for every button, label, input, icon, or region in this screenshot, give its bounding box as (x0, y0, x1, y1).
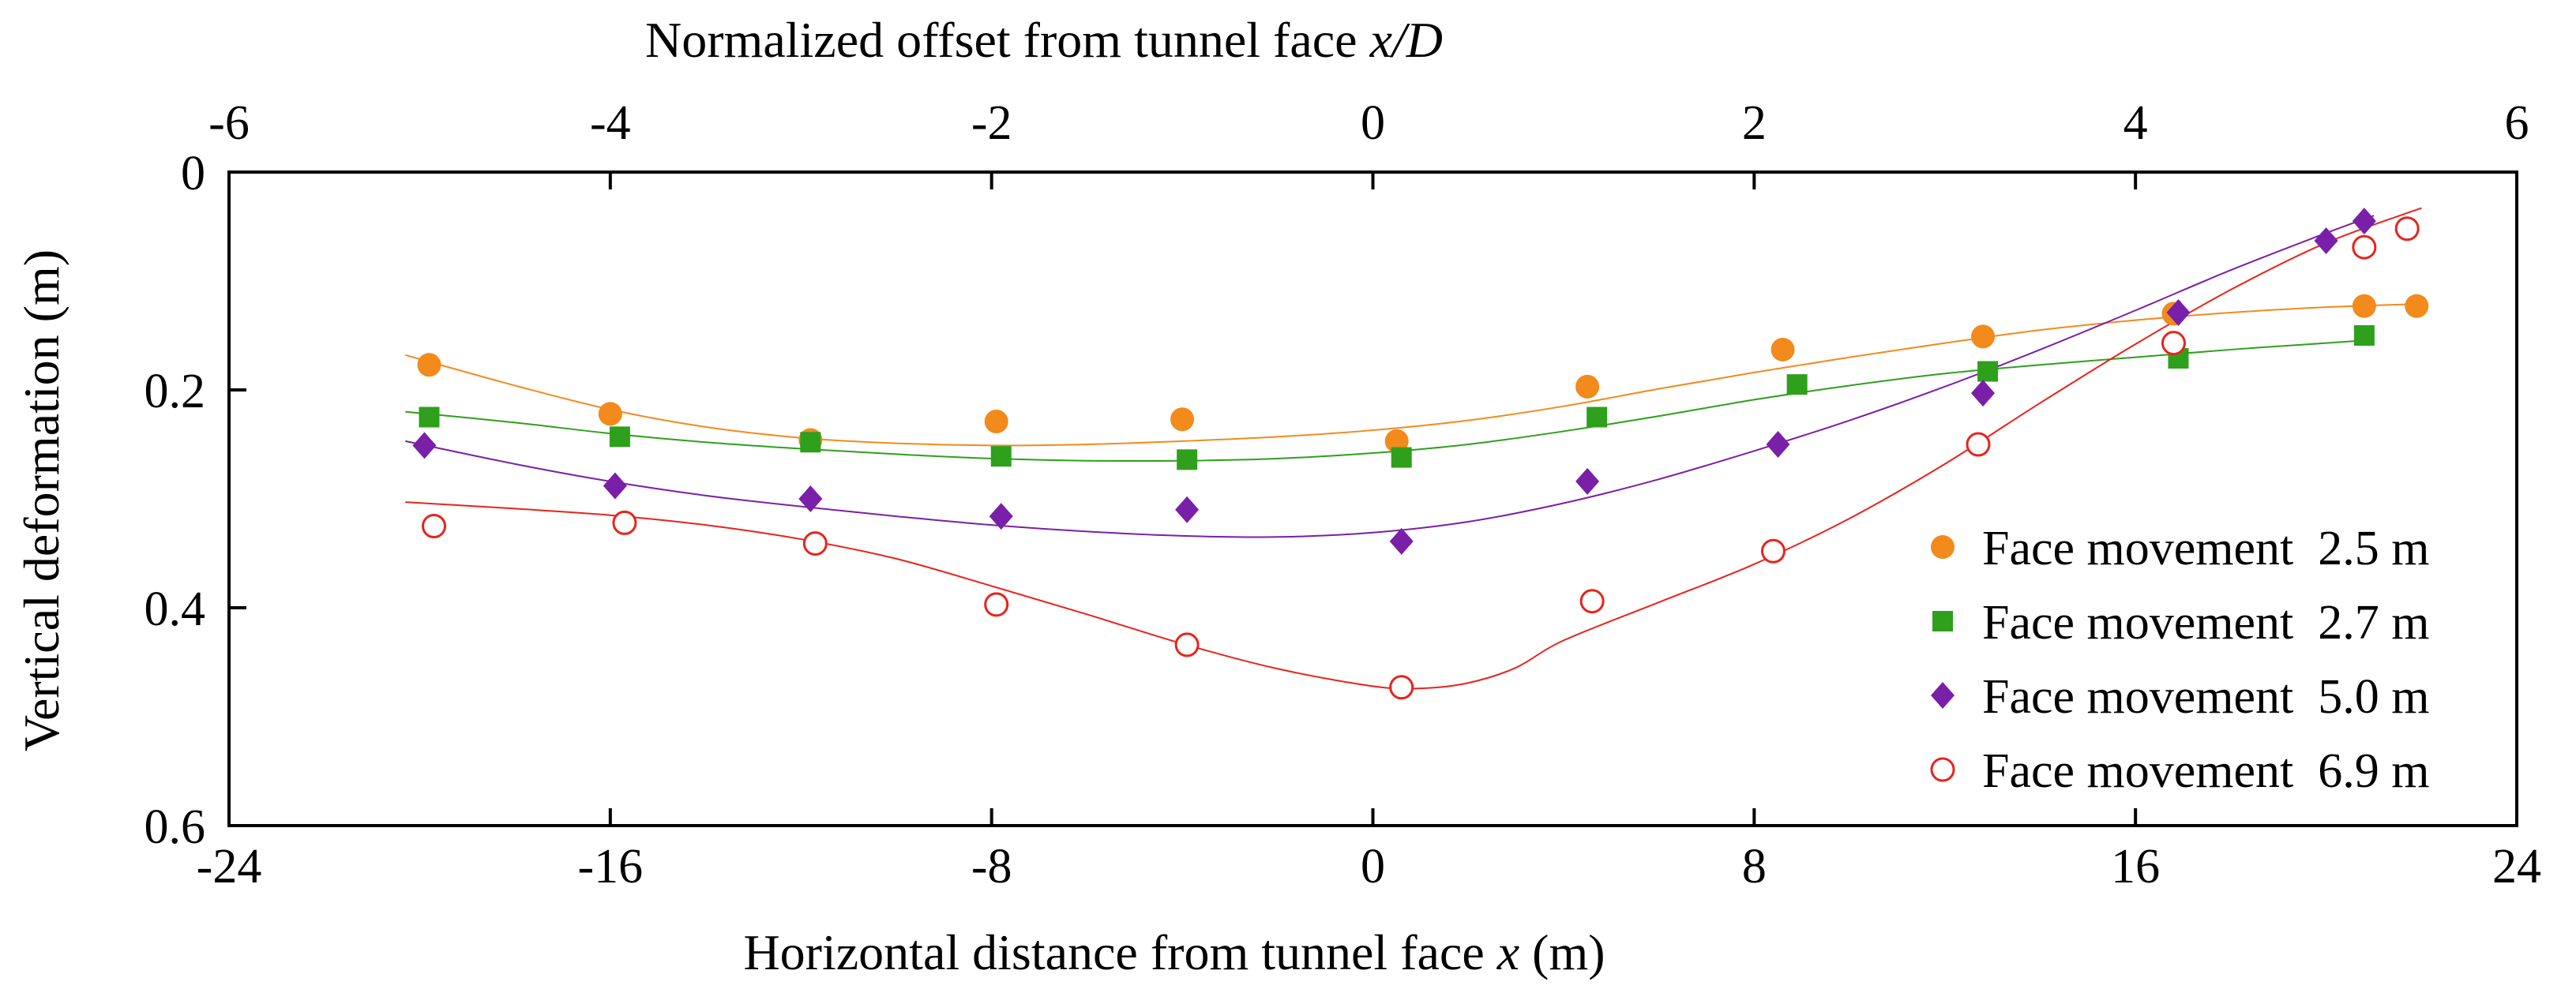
data-point-series-3 (1389, 527, 1414, 555)
data-point-series-4 (1760, 538, 1786, 564)
data-point-series-4 (1579, 589, 1605, 614)
data-point-series-1 (1771, 337, 1795, 362)
x2-axis-title: Normalized offset from tunnel face x/D (645, 12, 1443, 68)
data-point-series-3 (1575, 467, 1600, 495)
x2-tick-label: 6 (2505, 96, 2529, 150)
y-axis: 0 0.2 0.4 0.6 (145, 147, 246, 854)
data-point-series-2 (2353, 325, 2375, 346)
x2-tick-label: 0 (1361, 96, 1385, 150)
fit-curve-series-1 (405, 302, 2422, 447)
data-point-series-3 (798, 485, 823, 512)
data-point-series-3 (603, 472, 627, 500)
legend-label-series-2: Face movement 2.7 m (1982, 596, 2429, 650)
data-point-series-1 (984, 410, 1008, 434)
y-tick-label: 0.4 (145, 583, 206, 636)
data-point-series-2 (1587, 406, 1608, 428)
data-point-series-2 (800, 432, 821, 453)
data-point-series-3 (2166, 299, 2191, 327)
data-point-series-3 (1175, 496, 1200, 523)
x-tick-label: 24 (2492, 840, 2541, 893)
data-point-series-3 (412, 432, 437, 459)
x-axis-title: Horizontal distance from tunnel face x (… (743, 924, 1605, 980)
x-tick-label: 0 (1361, 840, 1385, 893)
legend: Face movement 2.5 m Face movement 2.7 m Fa… (1930, 522, 2429, 798)
legend-marker-series-2 (1932, 611, 1953, 631)
bottom-x-axis: -24 -16 -8 0 8 16 24 (197, 808, 2541, 893)
data-point-series-2 (990, 446, 1012, 467)
data-point-series-1 (417, 353, 441, 377)
data-point-series-2 (419, 406, 440, 428)
legend-marker-series-3 (1931, 682, 1955, 709)
x2-tick-label: 4 (2124, 96, 2148, 150)
data-point-series-1 (1575, 374, 1600, 399)
x-tick-label: 16 (2111, 840, 2160, 893)
y-tick-label: 0 (181, 147, 205, 200)
data-point-series-2 (1177, 449, 1198, 470)
data-point-series-2 (609, 426, 630, 448)
data-point-series-3 (2314, 227, 2338, 254)
top-x-axis: -6 -4 -2 0 2 4 6 (208, 96, 2529, 189)
data-point-series-3 (1766, 431, 1790, 458)
data-point-series-4 (984, 592, 1009, 617)
fit-curve-series-4 (405, 207, 2422, 690)
x-tick-label: -8 (971, 840, 1012, 893)
data-point-series-2 (1391, 447, 1412, 468)
x-tick-label: 8 (1742, 840, 1767, 893)
x2-tick-label: -6 (208, 96, 250, 150)
data-markers (412, 208, 2429, 700)
data-point-series-4 (1389, 675, 1414, 700)
fit-curves (405, 207, 2422, 690)
data-point-series-4 (2161, 331, 2186, 356)
data-point-series-3 (2352, 208, 2376, 235)
x2-tick-label: 2 (1742, 96, 1767, 150)
data-point-series-1 (1170, 407, 1195, 432)
x-tick-label: -24 (197, 840, 262, 893)
legend-marker-series-1 (1931, 535, 1955, 559)
y-tick-label: 0.6 (145, 800, 206, 854)
fit-curve-series-2 (405, 339, 2375, 463)
x2-tick-label: -4 (590, 96, 631, 150)
data-point-series-1 (2352, 294, 2376, 318)
legend-label-series-4: Face movement 6.9 m (1982, 744, 2429, 798)
y-axis-title: Vertical deformation (m) (13, 249, 69, 751)
data-point-series-2 (1786, 374, 1808, 395)
legend-marker-series-4 (1930, 757, 1955, 782)
data-point-series-3 (1971, 380, 1996, 407)
legend-label-series-1: Face movement 2.5 m (1982, 522, 2429, 575)
data-point-series-4 (802, 531, 828, 556)
legend-label-series-3: Face movement 5.0 m (1982, 670, 2429, 724)
data-point-series-4 (422, 514, 447, 538)
data-point-series-1 (1384, 429, 1409, 453)
data-point-series-4 (2352, 234, 2377, 260)
data-point-series-3 (989, 503, 1013, 530)
data-point-series-1 (2405, 294, 2429, 318)
data-point-series-1 (598, 402, 622, 426)
x2-tick-label: -2 (971, 96, 1012, 150)
fit-curve-series-3 (405, 215, 2375, 538)
data-point-series-4 (612, 510, 637, 535)
data-point-series-4 (1174, 632, 1200, 657)
x-tick-label: -16 (578, 840, 644, 893)
data-point-series-4 (2394, 216, 2420, 242)
data-point-series-4 (1966, 432, 1991, 457)
data-point-series-2 (1977, 361, 1999, 382)
data-point-series-1 (1971, 324, 1996, 349)
y-tick-label: 0.2 (145, 365, 206, 418)
